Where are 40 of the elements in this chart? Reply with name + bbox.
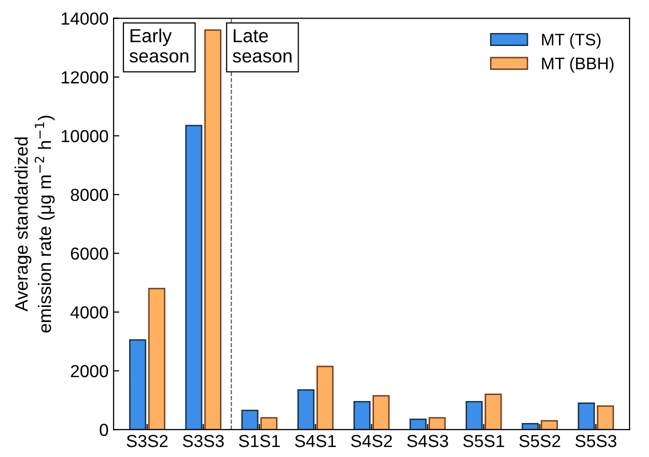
bar <box>372 395 390 430</box>
bar <box>466 400 483 430</box>
x-tick-label: S4S1 <box>295 434 336 448</box>
x-tick-label: S4S2 <box>351 434 392 448</box>
bar <box>204 29 222 430</box>
bar <box>410 418 427 430</box>
bar <box>185 124 202 430</box>
bar <box>241 410 258 430</box>
annotation: Late season <box>232 29 292 63</box>
y-axis-title: Average standardized emission rate (μg m$^{−2}$ h$^{−1}$) <box>14 116 55 332</box>
bar <box>596 405 614 430</box>
bar <box>522 423 539 430</box>
bar <box>353 400 371 430</box>
bar <box>316 366 334 430</box>
x-tick-label: S4S3 <box>407 434 448 448</box>
y-tick-label: 8000 <box>70 188 108 202</box>
x-tick-label: S1S1 <box>238 434 280 448</box>
bar <box>540 420 558 430</box>
x-tick-label: S3S3 <box>182 434 224 448</box>
x-tick-label: S5S3 <box>575 434 616 448</box>
y-tick-label: 0 <box>100 424 108 436</box>
annotation: Early season <box>130 28 188 63</box>
legend-label: MT (BBH) <box>542 57 614 73</box>
legend-label: MT (TS) <box>542 33 601 49</box>
y-tick-label: 12000 <box>62 71 108 84</box>
bar <box>578 402 595 430</box>
x-tick-label: S5S2 <box>519 434 560 448</box>
bar <box>297 389 314 430</box>
y-tick-label: 10000 <box>62 130 108 142</box>
bar <box>428 417 446 430</box>
y-tick-label: 2000 <box>70 364 108 378</box>
x-tick-label: S5S1 <box>463 434 504 448</box>
y-tick-label: 6000 <box>70 247 108 260</box>
bar <box>129 339 146 430</box>
bar <box>260 417 278 430</box>
bar <box>484 394 502 430</box>
bar <box>148 288 166 430</box>
x-tick-label: S3S2 <box>126 434 168 448</box>
y-tick-label: 14000 <box>62 12 108 25</box>
y-tick-label: 4000 <box>70 306 108 319</box>
